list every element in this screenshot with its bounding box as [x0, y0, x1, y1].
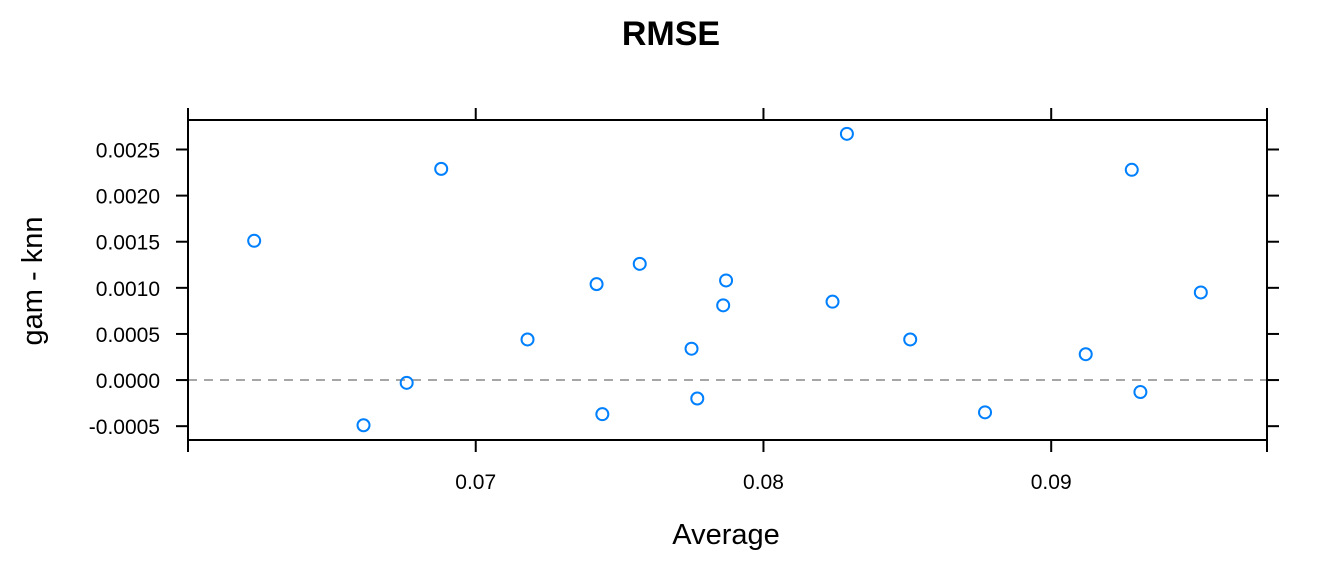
x-axis-label: Average: [672, 519, 780, 551]
data-point: [903, 332, 918, 347]
data-point: [684, 341, 699, 356]
data-point: [978, 405, 993, 420]
y-tick-label: 0.0005: [96, 324, 160, 347]
data-point: [632, 256, 647, 271]
data-point: [716, 298, 731, 313]
y-tick-label: 0.0010: [96, 278, 160, 301]
x-tick-label: 0.07: [455, 471, 496, 494]
data-point: [1133, 385, 1148, 400]
data-point: [434, 161, 449, 176]
data-point: [399, 375, 414, 390]
data-point: [356, 418, 371, 433]
data-point: [247, 233, 262, 248]
data-point: [1193, 285, 1208, 300]
y-tick-label: 0.0020: [96, 186, 160, 209]
plot-frame: [187, 119, 1268, 441]
data-point: [520, 332, 535, 347]
chart-title: RMSE: [622, 15, 720, 53]
y-tick-label: 0.0000: [96, 370, 160, 393]
y-axis-label: gam - knn: [17, 217, 49, 346]
data-point: [825, 294, 840, 309]
y-tick-label: 0.0015: [96, 232, 160, 255]
data-point: [1078, 347, 1093, 362]
y-tick-label: -0.0005: [89, 416, 160, 439]
data-point: [1124, 162, 1139, 177]
data-point: [589, 277, 604, 292]
y-tick-label: 0.0025: [96, 140, 160, 163]
data-point: [690, 391, 705, 406]
x-tick-label: 0.09: [1031, 471, 1072, 494]
x-tick-label: 0.08: [743, 471, 784, 494]
axis-ticks-layer: 0.07 0.08 0.09 -0.0005 0.0000 0.0005 0.0010 0.0…: [89, 108, 1279, 494]
data-points-layer: [247, 126, 1208, 433]
data-point: [719, 273, 734, 288]
data-point: [595, 407, 610, 422]
data-point: [839, 126, 854, 141]
